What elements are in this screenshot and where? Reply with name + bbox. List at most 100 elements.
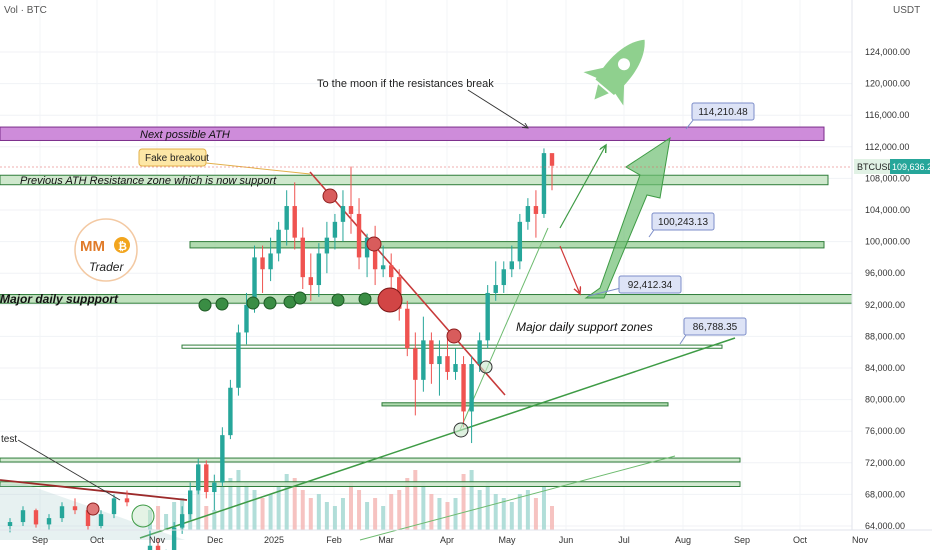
volume-bar [381, 506, 386, 530]
candle-body [549, 153, 555, 166]
projection-arrows [467, 89, 671, 299]
y-tick-label: 120,000.00 [865, 79, 910, 89]
red-down-arrow [559, 245, 580, 294]
volume-bar [228, 478, 233, 530]
candle-body [324, 237, 330, 254]
x-tick-label: Nov [149, 535, 166, 545]
green-touch-marker [263, 296, 277, 310]
candle-body [236, 332, 241, 388]
y-tick-label: 96,000.00 [865, 268, 905, 278]
volume-bar [493, 494, 498, 530]
volume-bar [469, 470, 474, 530]
volume-bar [244, 482, 249, 530]
price-axis[interactable]: 124,000.00 120,000.00 116,000.00 112,000.00… [851, 0, 932, 550]
y-tick-label: 68,000.00 [865, 489, 905, 499]
callout-box [691, 102, 755, 121]
green-touch-marker [198, 298, 212, 312]
volume-bar [292, 478, 297, 530]
volume-bar [260, 498, 265, 530]
candle-body [212, 482, 217, 493]
currency-label[interactable]: USDT [893, 5, 921, 16]
x-tick-label: 2025 [264, 535, 284, 545]
volume-indicator-label[interactable]: Vol · BTC [4, 5, 47, 16]
candle-body [533, 206, 539, 214]
retest-pointer [17, 439, 121, 501]
candle-body [188, 490, 193, 515]
candle-body [155, 545, 161, 550]
zone-band [0, 174, 829, 186]
volume-bar [413, 470, 418, 530]
candle-body [196, 464, 201, 491]
candle-body [469, 364, 474, 412]
candle-body [204, 464, 209, 493]
volume-bar [308, 498, 313, 530]
y-tick-label: 76,000.00 [865, 426, 905, 436]
candle-body [252, 257, 257, 305]
red-downtrend-line [309, 171, 506, 396]
candle-body [33, 510, 39, 525]
svg-text:₿: ₿ [118, 241, 127, 253]
fake-breakout-box [138, 148, 207, 167]
y-tick-label: 72,000.00 [865, 458, 905, 468]
candle-body [517, 221, 523, 262]
candle-body [179, 514, 185, 528]
x-tick-label: Oct [90, 535, 105, 545]
green-touch-marker [215, 297, 229, 311]
volume-bar [212, 510, 217, 530]
candle-body [364, 237, 370, 258]
candle-body [348, 206, 354, 214]
candle-body [453, 364, 458, 372]
x-tick-label: Oct [793, 535, 808, 545]
zone-band [0, 294, 887, 304]
red-touch-marker [377, 287, 403, 313]
callout-box [651, 212, 715, 231]
price-callout: 114,210.48 [698, 107, 748, 118]
candle-body [445, 356, 450, 372]
candle-body [477, 340, 482, 365]
green-hollow-marker [479, 360, 493, 374]
green-lower-line [359, 455, 676, 541]
volume-bar [550, 506, 554, 530]
volume-bar [461, 474, 466, 530]
x-tick-label: Feb [326, 535, 342, 545]
y-tick-label: 84,000.00 [865, 363, 905, 373]
rocket-icon [583, 39, 645, 106]
time-axis[interactable]: Sep Oct Nov Dec 2025 Feb Mar Apr May Jun Jul Aug Sep… [0, 529, 932, 545]
volume-bar [220, 486, 225, 530]
volume-bar [373, 498, 378, 530]
volume-bar [236, 470, 241, 530]
red-lower-line [0, 479, 188, 501]
moon-pointer-arrow [467, 89, 528, 128]
candle-body [405, 308, 410, 349]
svg-text:Trader: Trader [89, 260, 124, 274]
green-hollow-marker [453, 422, 469, 438]
candle-body [437, 356, 442, 365]
y-tick-label: 108,000.00 [865, 173, 910, 183]
volume-bar [349, 482, 353, 530]
candle-body [509, 261, 514, 270]
retest-annotation: test [1, 434, 17, 445]
volume-bar [365, 502, 370, 530]
volume-bar [517, 494, 522, 530]
green-touch-marker [358, 292, 372, 306]
candle-body [541, 153, 547, 214]
zone-band [381, 402, 669, 407]
volume-bar [252, 490, 257, 530]
svg-text:MM: MM [80, 238, 105, 255]
fake-breakout-pointer [205, 162, 311, 175]
candle-body [380, 265, 386, 270]
volume-bar [164, 514, 169, 530]
green-up-arrow [559, 145, 606, 229]
annotations: To the moon if the resistances break Fak… [1, 78, 653, 501]
volume-bar [397, 490, 402, 530]
y-tick-label: 104,000.00 [865, 205, 910, 215]
volume-bar [421, 482, 426, 530]
volume-bar [276, 486, 281, 530]
x-tick-label: Sep [32, 535, 48, 545]
volume-bar [533, 498, 538, 530]
touch-markers [86, 188, 493, 528]
candle-body [98, 514, 104, 526]
zone-band [0, 481, 741, 488]
